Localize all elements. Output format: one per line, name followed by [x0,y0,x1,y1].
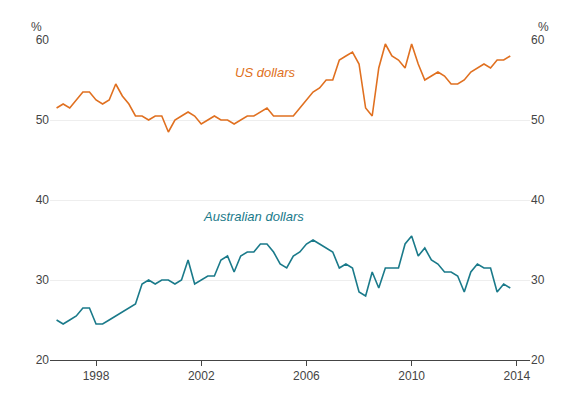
svg-text:40: 40 [36,193,50,207]
svg-text:50: 50 [531,113,545,127]
svg-text:30: 30 [36,273,50,287]
svg-text:%: % [31,20,42,34]
svg-text:2010: 2010 [398,369,425,383]
svg-text:30: 30 [531,273,545,287]
svg-text:1998: 1998 [83,369,110,383]
svg-text:%: % [538,20,549,34]
svg-text:2002: 2002 [188,369,215,383]
svg-text:60: 60 [36,33,50,47]
svg-text:60: 60 [531,33,545,47]
svg-text:US dollars: US dollars [235,65,295,80]
svg-text:2014: 2014 [503,369,530,383]
svg-text:20: 20 [36,353,50,367]
svg-text:Australian dollars: Australian dollars [203,209,304,224]
svg-text:40: 40 [531,193,545,207]
svg-text:50: 50 [36,113,50,127]
svg-text:2006: 2006 [293,369,320,383]
svg-text:20: 20 [531,353,545,367]
